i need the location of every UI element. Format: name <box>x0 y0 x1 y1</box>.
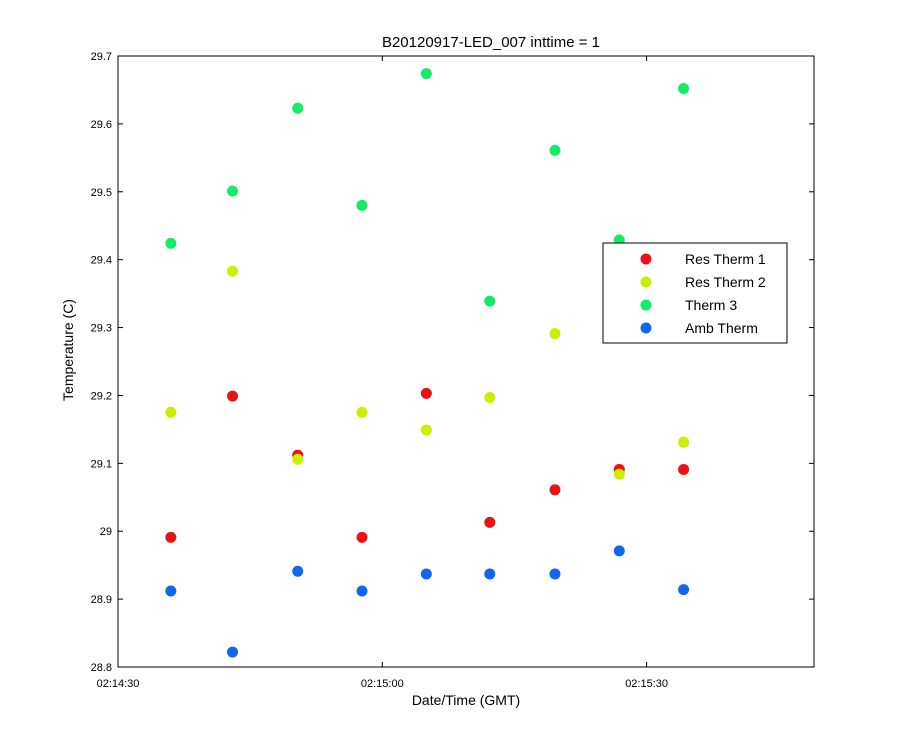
y-axis: 28.8 28.9 29 29.1 29.2 29.3 29.4 29.5 29.6 29.7 <box>91 51 814 674</box>
data-point <box>484 516 496 528</box>
y-tick-label: 29.4 <box>91 255 112 267</box>
chart-title: B20120917-LED_007 inttime = 1 <box>382 34 600 51</box>
x-tick-label: 02:14:30 <box>97 678 140 690</box>
data-point <box>227 185 239 197</box>
legend-label: Res Therm 2 <box>685 274 766 290</box>
series-therm-3 <box>165 68 690 307</box>
data-points <box>165 68 690 658</box>
data-point <box>484 391 496 403</box>
data-point <box>356 531 368 543</box>
series-res-therm-2 <box>165 265 690 480</box>
data-point <box>549 144 561 156</box>
y-tick-label: 28.9 <box>91 594 112 606</box>
y-tick-label: 29 <box>100 526 112 538</box>
data-point <box>549 568 561 580</box>
data-point <box>165 585 177 597</box>
data-point <box>356 406 368 418</box>
data-point <box>549 484 561 496</box>
legend-label: Res Therm 1 <box>685 251 766 267</box>
data-point <box>678 584 690 596</box>
data-point <box>227 390 239 402</box>
y-tick-label: 29.7 <box>91 51 112 63</box>
data-point <box>678 463 690 475</box>
x-tick-label: 02:15:30 <box>625 678 668 690</box>
x-tick-label: 02:15:00 <box>361 678 404 690</box>
series-amb-therm <box>165 545 690 658</box>
legend-marker <box>640 322 652 334</box>
data-point <box>420 68 432 80</box>
data-point <box>420 387 432 399</box>
y-tick-label: 29.1 <box>91 458 112 470</box>
data-point <box>292 565 304 577</box>
data-point <box>227 265 239 277</box>
y-tick-label: 29.5 <box>91 187 112 199</box>
plot-area <box>117 55 815 668</box>
legend-marker <box>640 299 652 311</box>
y-tick-label: 28.8 <box>91 662 112 674</box>
data-point <box>356 585 368 597</box>
data-point <box>356 199 368 211</box>
legend-marker <box>640 276 652 288</box>
data-point <box>613 545 625 557</box>
y-tick-label: 29.2 <box>91 390 112 402</box>
legend-label: Amb Therm <box>685 320 758 336</box>
data-point <box>165 531 177 543</box>
data-point <box>678 436 690 448</box>
data-point <box>165 237 177 249</box>
x-axis: 02:14:30 02:15:00 02:15:30 <box>97 56 668 690</box>
data-point <box>613 468 625 480</box>
data-point <box>292 453 304 465</box>
data-point <box>549 328 561 340</box>
data-point <box>678 83 690 95</box>
data-point <box>420 568 432 580</box>
y-axis-label: Temperature (C) <box>60 299 76 401</box>
legend-marker <box>640 253 652 265</box>
data-point <box>420 424 432 436</box>
legend-box <box>602 242 788 344</box>
data-point <box>484 295 496 307</box>
data-point <box>227 646 239 658</box>
data-point <box>292 102 304 114</box>
legend-label: Therm 3 <box>685 297 737 313</box>
y-tick-label: 29.3 <box>91 323 112 335</box>
y-tick-label: 29.6 <box>91 119 112 131</box>
data-point <box>165 406 177 418</box>
data-point <box>484 568 496 580</box>
legend: Res Therm 1 Res Therm 2 Therm 3 Amb Therm <box>602 242 788 344</box>
x-axis-label: Date/Time (GMT) <box>412 692 520 708</box>
